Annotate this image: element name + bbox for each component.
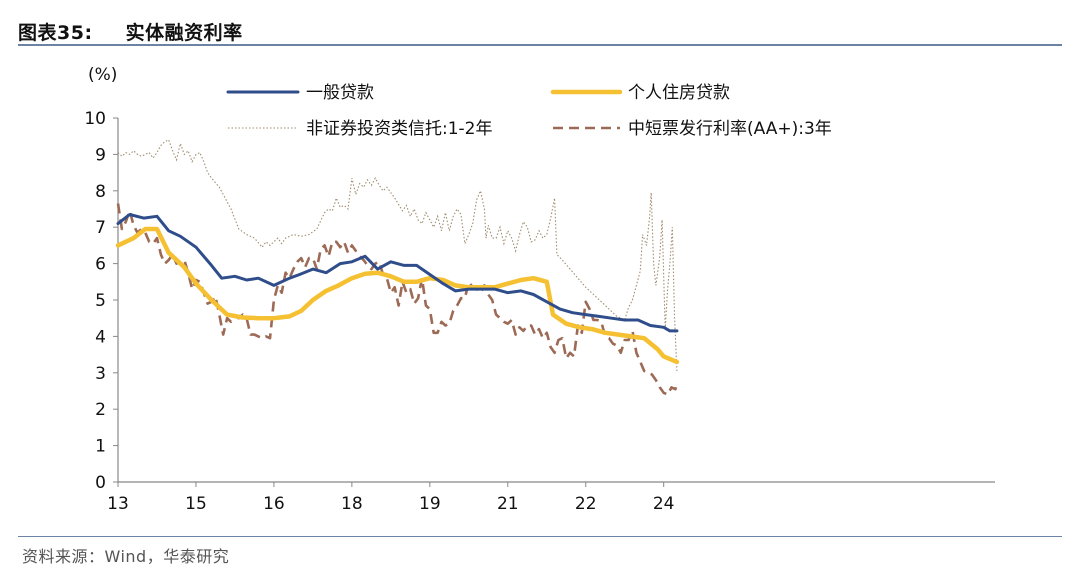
y-tick-label: 6 bbox=[95, 255, 106, 275]
x-tick-label: 16 bbox=[263, 494, 285, 514]
y-tick-label: 2 bbox=[95, 400, 106, 420]
y-tick-label: 8 bbox=[95, 182, 106, 202]
legend-label-mtn: 中短票发行利率(AA+):3年 bbox=[628, 119, 832, 139]
x-tick-label: 13 bbox=[107, 494, 129, 514]
series-lines bbox=[115, 139, 680, 396]
y-tick-label: 0 bbox=[95, 473, 106, 493]
series-line-trust bbox=[117, 139, 678, 372]
x-tick-label: 24 bbox=[653, 494, 675, 514]
legend-label-general-loan: 一般贷款 bbox=[306, 83, 374, 103]
footer-divider bbox=[18, 536, 1062, 537]
series-line-general-loan bbox=[116, 213, 679, 333]
series-line-mortgage bbox=[115, 226, 680, 365]
axes: 0 1 2 3 4 5 6 7 8 9 10 13 15 16 18 19 21 22 24 bbox=[84, 109, 995, 514]
x-tick-label: 19 bbox=[419, 494, 441, 514]
y-tick-label: 7 bbox=[95, 218, 106, 238]
y-tick-label: 5 bbox=[95, 291, 106, 311]
y-tick-label: 3 bbox=[95, 364, 106, 384]
header-divider bbox=[18, 44, 1062, 46]
y-tick-label: 4 bbox=[95, 327, 106, 347]
x-tick-label: 22 bbox=[575, 494, 597, 514]
y-tick-label: 10 bbox=[84, 109, 106, 129]
source-note: 资料来源：Wind，华泰研究 bbox=[22, 547, 230, 566]
figure-number: 图表35: bbox=[18, 22, 93, 44]
series-line-mtn bbox=[116, 203, 679, 396]
y-axis-unit-label: (%) bbox=[88, 65, 117, 85]
legend-label-trust: 非证券投资类信托:1-2年 bbox=[306, 119, 493, 139]
x-tick-label: 21 bbox=[497, 494, 519, 514]
y-tick-label: 9 bbox=[95, 145, 106, 165]
figure-header: 图表35: 实体融资利率 bbox=[18, 18, 243, 45]
x-tick-label: 18 bbox=[341, 494, 363, 514]
y-tick-label: 1 bbox=[95, 437, 106, 457]
rates-line-chart: 0 1 2 3 4 5 6 7 8 9 10 13 15 16 18 19 21 22 24 一般贷款 个人住房贷款非… bbox=[84, 65, 995, 514]
legend-label-mortgage: 个人住房贷款 bbox=[628, 83, 730, 103]
figure-title: 实体融资利率 bbox=[125, 22, 243, 44]
x-tick-label: 15 bbox=[185, 494, 207, 514]
